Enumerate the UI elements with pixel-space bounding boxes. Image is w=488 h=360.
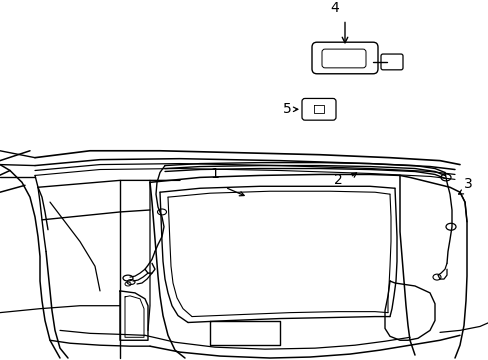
Text: 4: 4 (330, 1, 339, 15)
Text: 3: 3 (463, 177, 471, 191)
Text: 1: 1 (210, 167, 219, 181)
Text: 2: 2 (333, 174, 342, 187)
Text: 5: 5 (282, 102, 291, 116)
